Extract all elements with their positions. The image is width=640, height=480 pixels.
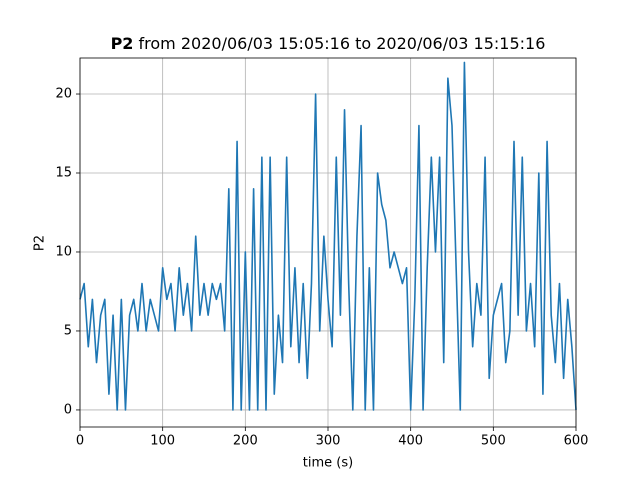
data-line — [79, 61, 577, 411]
chart-title: P2 from 2020/06/03 15:05:16 to 2020/06/0… — [111, 34, 546, 53]
x-axis-label: time (s) — [303, 456, 353, 471]
x-tick-label: 400 — [398, 434, 423, 449]
y-tick-label: 10 — [55, 244, 72, 259]
y-tick-label: 0 — [64, 402, 72, 417]
x-tick-label: 0 — [76, 434, 84, 449]
title-range: from 2020/06/03 15:05:16 to 2020/06/03 1… — [139, 34, 546, 53]
y-axis-label: P2 — [33, 235, 48, 251]
y-tick-label: 20 — [55, 87, 72, 102]
x-tick-label: 200 — [233, 434, 258, 449]
y-tick-label: 5 — [64, 323, 72, 338]
x-tick-label: 600 — [564, 434, 589, 449]
plot-frame — [79, 57, 577, 428]
x-tick-label: 300 — [316, 434, 341, 449]
x-tick-label: 100 — [150, 434, 175, 449]
y-tick-label: 15 — [55, 165, 72, 180]
title-variable: P2 — [111, 34, 134, 53]
x-tick-label: 500 — [481, 434, 506, 449]
